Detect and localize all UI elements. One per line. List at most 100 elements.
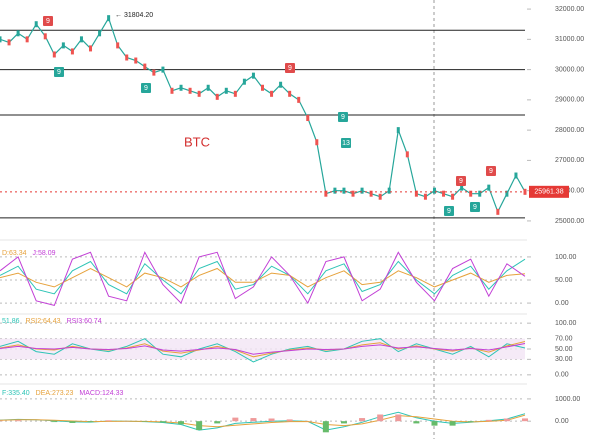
y-tick-label: 25000.00 (555, 218, 584, 225)
candle (34, 21, 38, 28)
signal-marker (486, 166, 496, 176)
signal-marker (341, 138, 351, 148)
candle (70, 48, 74, 55)
candle (251, 72, 255, 79)
y-tick-label: 1000.00 (555, 396, 580, 403)
candle (125, 54, 129, 61)
signal-label: 9 (57, 69, 61, 76)
macd-bar (51, 421, 58, 423)
candle (315, 139, 319, 146)
signal-marker (54, 67, 64, 77)
signal-label: 9 (144, 85, 148, 92)
candle (297, 96, 301, 103)
y-tick-label: 30.00 (555, 356, 573, 363)
candle (378, 193, 382, 200)
signal-label: 9 (489, 168, 493, 175)
signal-marker (444, 206, 454, 216)
signal-marker (456, 176, 466, 186)
indicator-label: DEA:273.23 (36, 390, 74, 397)
macd-bar (395, 414, 402, 422)
indicator-label: J:58.09 (33, 250, 56, 257)
macd-bar (159, 421, 166, 423)
last-price-box (529, 185, 569, 198)
indicator-line (0, 343, 526, 355)
y-tick-label: 28000.00 (555, 127, 584, 134)
indicator-line (0, 251, 526, 306)
signal-marker (338, 112, 348, 122)
signal-marker (43, 16, 53, 26)
candle (405, 151, 409, 158)
macd-bar (87, 421, 94, 423)
signal-label: 9 (459, 178, 463, 185)
macd-bar (413, 421, 420, 424)
y-tick-label: 0.00 (555, 418, 569, 425)
candle (496, 208, 500, 215)
indicator-label: RSI3:60.74 (67, 318, 102, 325)
signal-marker (285, 63, 295, 73)
macd-bar (359, 418, 366, 422)
candle (61, 42, 65, 49)
high-label: ← 31804.20 (115, 12, 153, 19)
macd-bar (268, 418, 275, 422)
candle (306, 115, 310, 122)
macd-bar (377, 414, 384, 422)
candle (179, 84, 183, 91)
macd-bar (69, 421, 76, 423)
indicator-line (0, 258, 526, 295)
candle (79, 36, 83, 43)
y-tick-label: 32000.00 (555, 6, 584, 13)
candle (134, 57, 138, 64)
y-tick-label: 30000.00 (555, 66, 584, 73)
signal-marker (470, 202, 480, 212)
candle (387, 187, 391, 194)
y-tick-label: 27000.00 (555, 157, 584, 164)
candle (89, 45, 93, 52)
candle (369, 190, 373, 197)
macd-bar (196, 421, 203, 431)
macd-bar (485, 419, 492, 422)
candle (514, 172, 518, 179)
candle (233, 90, 237, 97)
macd-bar (214, 421, 221, 424)
candle (43, 33, 47, 40)
candle (442, 190, 446, 197)
macd-bar (232, 417, 239, 422)
y-tick-label: 50.00 (555, 277, 573, 284)
candle (7, 39, 11, 46)
indicator-label: F:335.40 (2, 390, 30, 397)
candle (261, 84, 264, 91)
candle (242, 78, 246, 85)
macd-bar (503, 418, 510, 422)
macd-bar (250, 418, 257, 422)
candle (270, 90, 274, 97)
indicator-label: 51.86 (2, 318, 20, 325)
candle (351, 190, 355, 197)
candle (170, 87, 174, 94)
candle (414, 190, 418, 197)
indicator-line (0, 267, 526, 288)
macd-bar (467, 421, 474, 423)
signal-label: 9 (341, 114, 345, 121)
candle (143, 63, 147, 70)
candle (333, 187, 337, 194)
candle (432, 187, 436, 194)
macd-bar (286, 419, 293, 422)
candle (396, 127, 400, 134)
indicator-label: MACD:124.33 (79, 390, 123, 397)
y-tick-label: 70.00 (555, 336, 573, 343)
candle (360, 187, 364, 194)
candle (469, 190, 473, 197)
macd-bar (178, 421, 185, 425)
indicator-label: D:63.34 (2, 250, 27, 257)
signal-marker (141, 83, 151, 93)
candle (505, 190, 509, 197)
macd-bar (522, 418, 528, 422)
candle (487, 184, 491, 191)
candle (460, 184, 464, 191)
indicator-line (0, 414, 526, 428)
y-tick-label: 29000.00 (555, 97, 584, 104)
indicator-line (0, 411, 526, 431)
candle (152, 69, 156, 76)
